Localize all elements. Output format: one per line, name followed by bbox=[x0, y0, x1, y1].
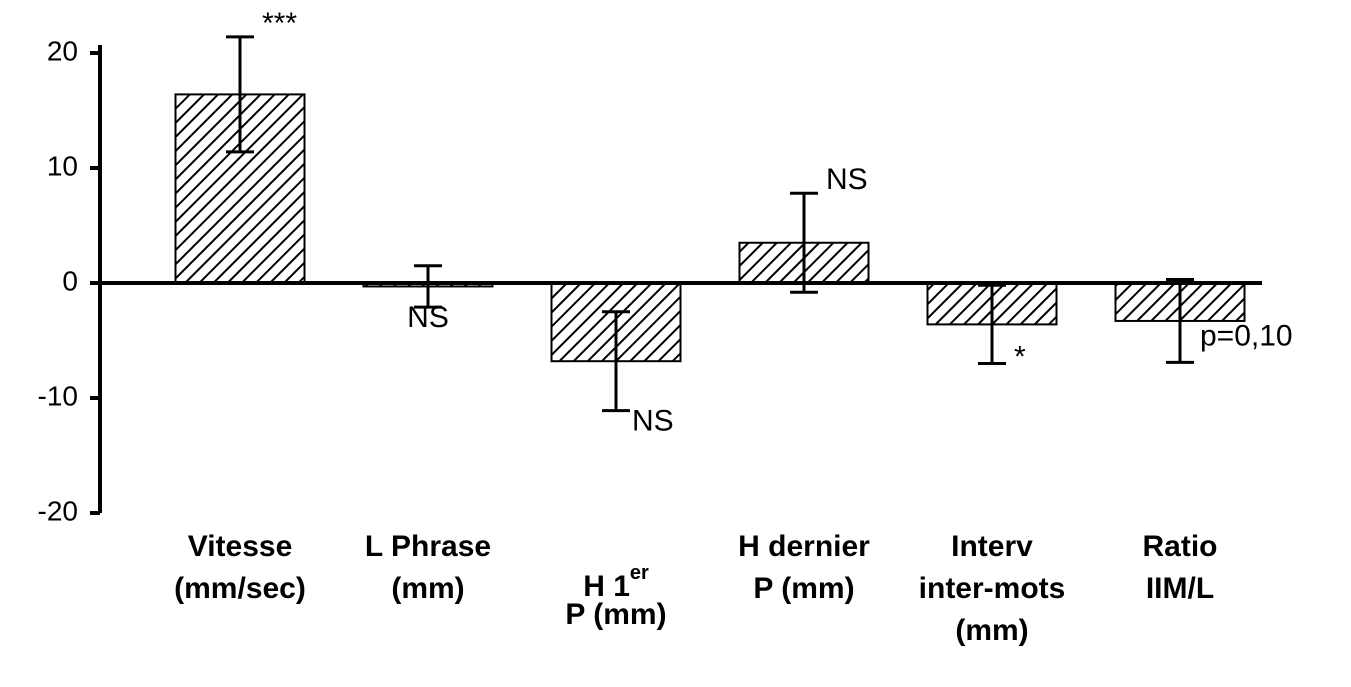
x-tick-label: Ratio IIM/L bbox=[1143, 530, 1218, 605]
label-line: Ratio bbox=[1143, 530, 1218, 563]
x-tick-label: Interv inter-mots (mm) bbox=[919, 530, 1066, 647]
label-line: Interv bbox=[951, 530, 1033, 563]
label-line: H dernier bbox=[738, 530, 870, 563]
x-tick-label: H dernier P (mm) bbox=[738, 530, 870, 605]
annotation: NS bbox=[826, 163, 868, 196]
label-line: IIM/L bbox=[1146, 572, 1214, 605]
annotation: NS bbox=[407, 301, 449, 334]
annotation: NS bbox=[632, 405, 674, 438]
label-line: P (mm) bbox=[565, 598, 666, 631]
label-line: (mm) bbox=[955, 614, 1028, 647]
x-tick-label: H 1er P (mm) bbox=[565, 562, 666, 631]
y-tick-label: -10 bbox=[38, 380, 78, 411]
annotation: * bbox=[1014, 340, 1026, 373]
y-tick-label: 20 bbox=[47, 35, 78, 66]
x-tick-label: Vitesse (mm/sec) bbox=[174, 530, 306, 605]
annotation: *** bbox=[262, 7, 297, 40]
label-line: H 1 bbox=[583, 570, 630, 603]
label-line: inter-mots bbox=[919, 572, 1066, 605]
label-superscript: er bbox=[630, 562, 649, 584]
label-line: L Phrase bbox=[365, 530, 491, 563]
label-line: (mm) bbox=[391, 572, 464, 605]
label-line: P (mm) bbox=[753, 572, 854, 605]
x-tick-label: L Phrase (mm) bbox=[365, 530, 491, 605]
y-tick-label: 0 bbox=[62, 265, 78, 296]
label-line: Vitesse bbox=[188, 530, 293, 563]
y-tick-label: -20 bbox=[38, 495, 78, 526]
y-tick-label: 10 bbox=[47, 150, 78, 181]
annotation: p=0,10 bbox=[1200, 319, 1293, 352]
label-line: (mm/sec) bbox=[174, 572, 306, 605]
